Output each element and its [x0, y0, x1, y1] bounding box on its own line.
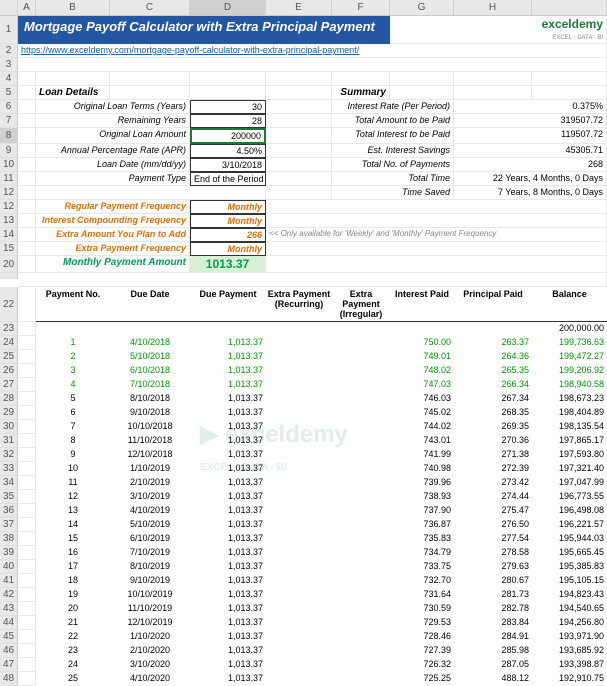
source-link[interactable]: https://www.exceldemy.com/mortgage-payof… — [18, 44, 607, 58]
column-headers: ABCDEFGH — [0, 0, 607, 16]
table-row[interactable]: 25 2 5/10/2018 1,013.37 749.01 264.36 19… — [0, 350, 607, 364]
loan-label: Remaining Years — [36, 114, 190, 128]
table-row[interactable]: 24 1 4/10/2018 1,013.37 750.00 263.37 19… — [0, 336, 607, 350]
table-row[interactable]: 41 18 9/10/2019 1,013.37 732.70 280.67 1… — [0, 574, 607, 588]
extra-label: Interest Compounding Frequency — [36, 214, 190, 228]
table-row[interactable]: 35 12 3/10/2019 1,013.37 738.93 274.44 1… — [0, 490, 607, 504]
table-row[interactable]: 32 9 12/10/2018 1,013.37 741.99 271.38 1… — [0, 448, 607, 462]
th-balance: Balance — [532, 287, 607, 322]
summary-label: Total Interest to be Paid — [332, 128, 454, 144]
table-row[interactable]: 29 6 9/10/2018 1,013.37 745.02 268.35 19… — [0, 406, 607, 420]
monthly-label: Monthly Payment Amount — [36, 256, 190, 273]
spreadsheet-grid[interactable]: 1 Mortgage Payoff Calculator with Extra … — [0, 16, 607, 100]
extra-label: Extra Payment Frequency — [36, 242, 190, 256]
extra-value[interactable]: Monthly — [190, 214, 266, 228]
table-row[interactable]: 42 19 10/10/2019 1,013.37 731.64 281.73 … — [0, 588, 607, 602]
loan-value[interactable]: 30 — [190, 100, 266, 114]
table-row[interactable]: 36 13 4/10/2019 1,013.37 737.90 275.47 1… — [0, 504, 607, 518]
monthly-amount: 1013.37 — [190, 256, 266, 273]
table-row[interactable]: 33 10 1/10/2019 1,013.37 740.98 272.39 1… — [0, 462, 607, 476]
th-payment-no: Payment No. — [36, 287, 110, 322]
summary-value: 119507.72 — [454, 128, 607, 144]
loan-label: Annual Percentage Rate (APR) — [36, 144, 190, 158]
loan-header: Loan Details — [36, 86, 110, 100]
table-row[interactable]: 37 14 5/10/2019 1,013.37 736.87 276.50 1… — [0, 518, 607, 532]
loan-value[interactable]: 200000 — [190, 128, 266, 144]
note: << Only available for 'Weekly' and 'Mont… — [266, 228, 607, 242]
summary-label: Total No. of Payments — [332, 158, 454, 172]
summary-value: 45305.71 — [454, 144, 607, 158]
table-row[interactable]: 38 15 6/10/2019 1,013.37 735.83 277.54 1… — [0, 532, 607, 546]
extra-label: Regular Payment Frequency — [36, 200, 190, 214]
loan-label: Payment Type — [36, 172, 190, 186]
logo: exceldemyEXCEL · DATA · BI — [390, 16, 607, 44]
summary-value: 0.375% — [454, 100, 607, 114]
table-row[interactable]: 43 20 11/10/2019 1,013.37 730.59 282.78 … — [0, 602, 607, 616]
extra-label: Extra Amount You Plan to Add — [36, 228, 190, 242]
table-row[interactable]: 45 22 1/10/2020 1,013.37 728.46 284.91 1… — [0, 630, 607, 644]
table-row[interactable]: 47 24 3/10/2020 1,013.37 726.32 287.05 1… — [0, 658, 607, 672]
loan-label: Loan Date (mm/dd/yy) — [36, 158, 190, 172]
summary-value: 22 Years, 4 Months, 0 Days — [454, 172, 607, 186]
loan-value[interactable]: End of the Period — [190, 172, 266, 186]
page-title: Mortgage Payoff Calculator with Extra Pr… — [18, 16, 390, 44]
loan-value[interactable]: 3/10/2018 — [190, 158, 266, 172]
table-row[interactable]: 30 7 10/10/2018 1,013.37 744.02 269.35 1… — [0, 420, 607, 434]
summary-label: Total Amount to be Paid — [332, 114, 454, 128]
loan-value[interactable]: 28 — [190, 114, 266, 128]
table-row[interactable]: 39 16 7/10/2019 1,013.37 734.79 278.58 1… — [0, 546, 607, 560]
row-number: 1 — [0, 16, 18, 44]
summary-label: Total Time — [332, 172, 454, 186]
table-row[interactable]: 40 17 8/10/2019 1,013.37 733.75 279.63 1… — [0, 560, 607, 574]
extra-value[interactable]: 266 — [190, 228, 266, 242]
th-due-payment: Due Payment — [190, 287, 266, 322]
table-row[interactable]: 28 5 8/10/2018 1,013.37 746.03 267.34 19… — [0, 392, 607, 406]
loan-label: Original Loan Terms (Years) — [36, 100, 190, 114]
summary-label: Time Saved — [332, 186, 454, 200]
table-row[interactable]: 27 4 7/10/2018 1,013.37 747.03 266.34 19… — [0, 378, 607, 392]
summary-label: Est. Interest Savings — [332, 144, 454, 158]
summary-value: 319507.72 — [454, 114, 607, 128]
th-due-date: Due Date — [110, 287, 190, 322]
summary-header: Summary — [332, 86, 390, 100]
table-row[interactable]: 46 23 2/10/2020 1,013.37 727.39 285.98 1… — [0, 644, 607, 658]
th-extra-irregular: Extra Payment (Irregular) — [332, 287, 390, 322]
th-extra-recurring: Extra Payment (Recurring) — [266, 287, 332, 322]
th-principal: Principal Paid — [454, 287, 532, 322]
summary-value: 7 Years, 8 Months, 0 Days — [454, 186, 607, 200]
table-row[interactable]: 26 3 6/10/2018 1,013.37 748.02 265.35 19… — [0, 364, 607, 378]
table-row[interactable]: 34 11 2/10/2019 1,013.37 739.96 273.42 1… — [0, 476, 607, 490]
loan-label: Original Loan Amount — [36, 128, 190, 144]
summary-value: 268 — [454, 158, 607, 172]
table-row[interactable]: 44 21 12/10/2019 1,013.37 729.53 283.84 … — [0, 616, 607, 630]
loan-value[interactable]: 4.50% — [190, 144, 266, 158]
table-row[interactable]: 48 25 4/10/2020 1,013.37 725.25 488.12 1… — [0, 672, 607, 686]
extra-value[interactable]: Monthly — [190, 200, 266, 214]
extra-value[interactable]: Monthly — [190, 242, 266, 256]
table-row[interactable]: 23 200,000.00 — [0, 322, 607, 336]
summary-label: Interest Rate (Per Period) — [332, 100, 454, 114]
th-interest: Interest Paid — [390, 287, 454, 322]
table-row[interactable]: 31 8 11/10/2018 1,013.37 743.01 270.36 1… — [0, 434, 607, 448]
